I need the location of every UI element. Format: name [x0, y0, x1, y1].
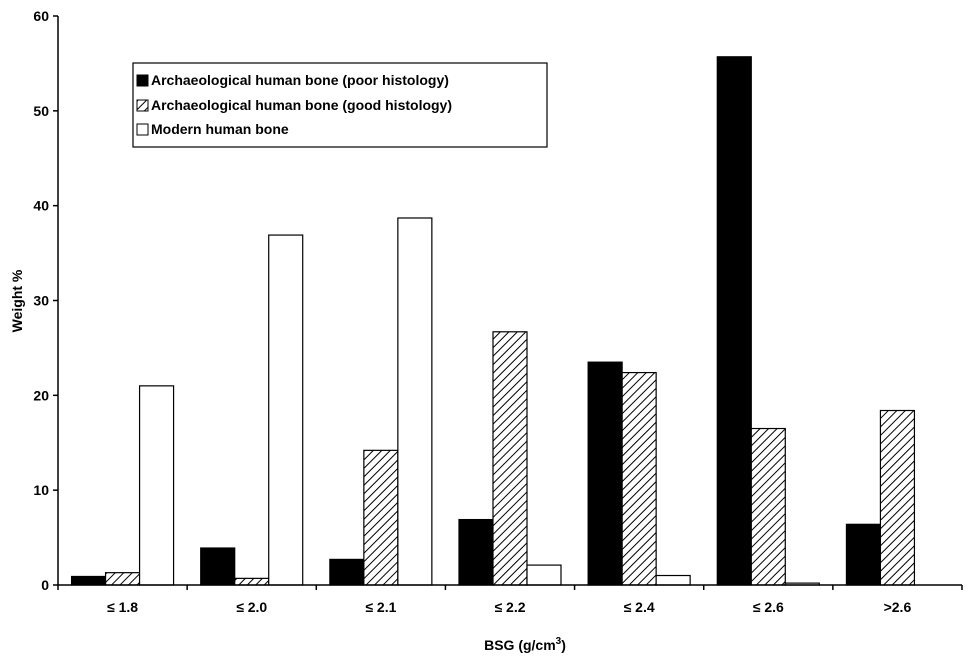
- bar-modern-3: [526, 564, 562, 586]
- ticks-group: 0 10 20 30 40 50 60 ≤ 1.8 ≤ 2.0 ≤ 2.1 ≤ 2.2 ≤ 2.4 ≤ …: [33, 8, 963, 615]
- legend-swatch-modern-bone: [136, 123, 149, 136]
- y-tick-label: 0: [41, 577, 49, 593]
- y-tick-label: 20: [33, 387, 49, 403]
- legend-label-good-histology: Archaeological human bone (good histolog…: [151, 97, 452, 113]
- bar-poor-0: [70, 575, 107, 586]
- y-tick-label: 60: [33, 8, 49, 24]
- bars-group: [70, 56, 916, 586]
- legend-label-poor-histology: Archaeological human bone (poor histolog…: [151, 72, 449, 88]
- x-axis-title-superscript: 3: [556, 636, 562, 647]
- x-tick-label: ≤ 1.8: [107, 599, 138, 615]
- y-tick-label: 30: [33, 293, 49, 309]
- x-tick-label: ≤ 2.0: [236, 599, 267, 615]
- bar-poor-3: [458, 518, 494, 586]
- bar-good-3: [492, 331, 528, 586]
- y-tick-label: 40: [33, 198, 49, 214]
- x-tick-label: ≤ 2.1: [365, 599, 396, 615]
- bar-good-6: [879, 409, 916, 586]
- bar-modern-2: [397, 217, 433, 586]
- y-axis-title: Weight %: [9, 269, 25, 332]
- bar-modern-4: [655, 574, 691, 586]
- y-tick-label: 50: [33, 103, 49, 119]
- bar-good-5: [750, 427, 786, 586]
- bar-good-2: [363, 449, 399, 586]
- bar-good-4: [621, 371, 657, 586]
- x-tick-label: ≤ 2.2: [494, 599, 525, 615]
- bar-modern-0: [138, 385, 175, 586]
- bar-poor-5: [716, 56, 752, 586]
- legend-label-modern-bone: Modern human bone: [151, 121, 289, 137]
- x-tick-label: ≤ 2.6: [753, 599, 784, 615]
- bar-good-1: [234, 577, 270, 586]
- legend-box: [132, 62, 548, 148]
- bar-modern-1: [268, 234, 304, 586]
- x-axis-title-main: BSG (g/cm: [484, 637, 556, 653]
- x-tick-label: ≤ 2.4: [624, 599, 655, 615]
- bar-poor-6: [845, 523, 882, 586]
- x-axis-title: BSG (g/cm3): [484, 636, 566, 653]
- legend-swatch-poor-histology: [136, 74, 149, 87]
- legend-swatch-good-histology: [136, 99, 149, 112]
- bar-poor-4: [587, 361, 623, 586]
- x-tick-label: >2.6: [884, 599, 912, 615]
- bar-good-0: [104, 572, 141, 586]
- y-tick-label: 10: [33, 482, 49, 498]
- legend: Archaeological human bone (poor histolog…: [132, 62, 548, 148]
- x-axis-title-end: ): [561, 637, 566, 653]
- bar-poor-1: [200, 547, 236, 586]
- bar-poor-2: [329, 558, 365, 586]
